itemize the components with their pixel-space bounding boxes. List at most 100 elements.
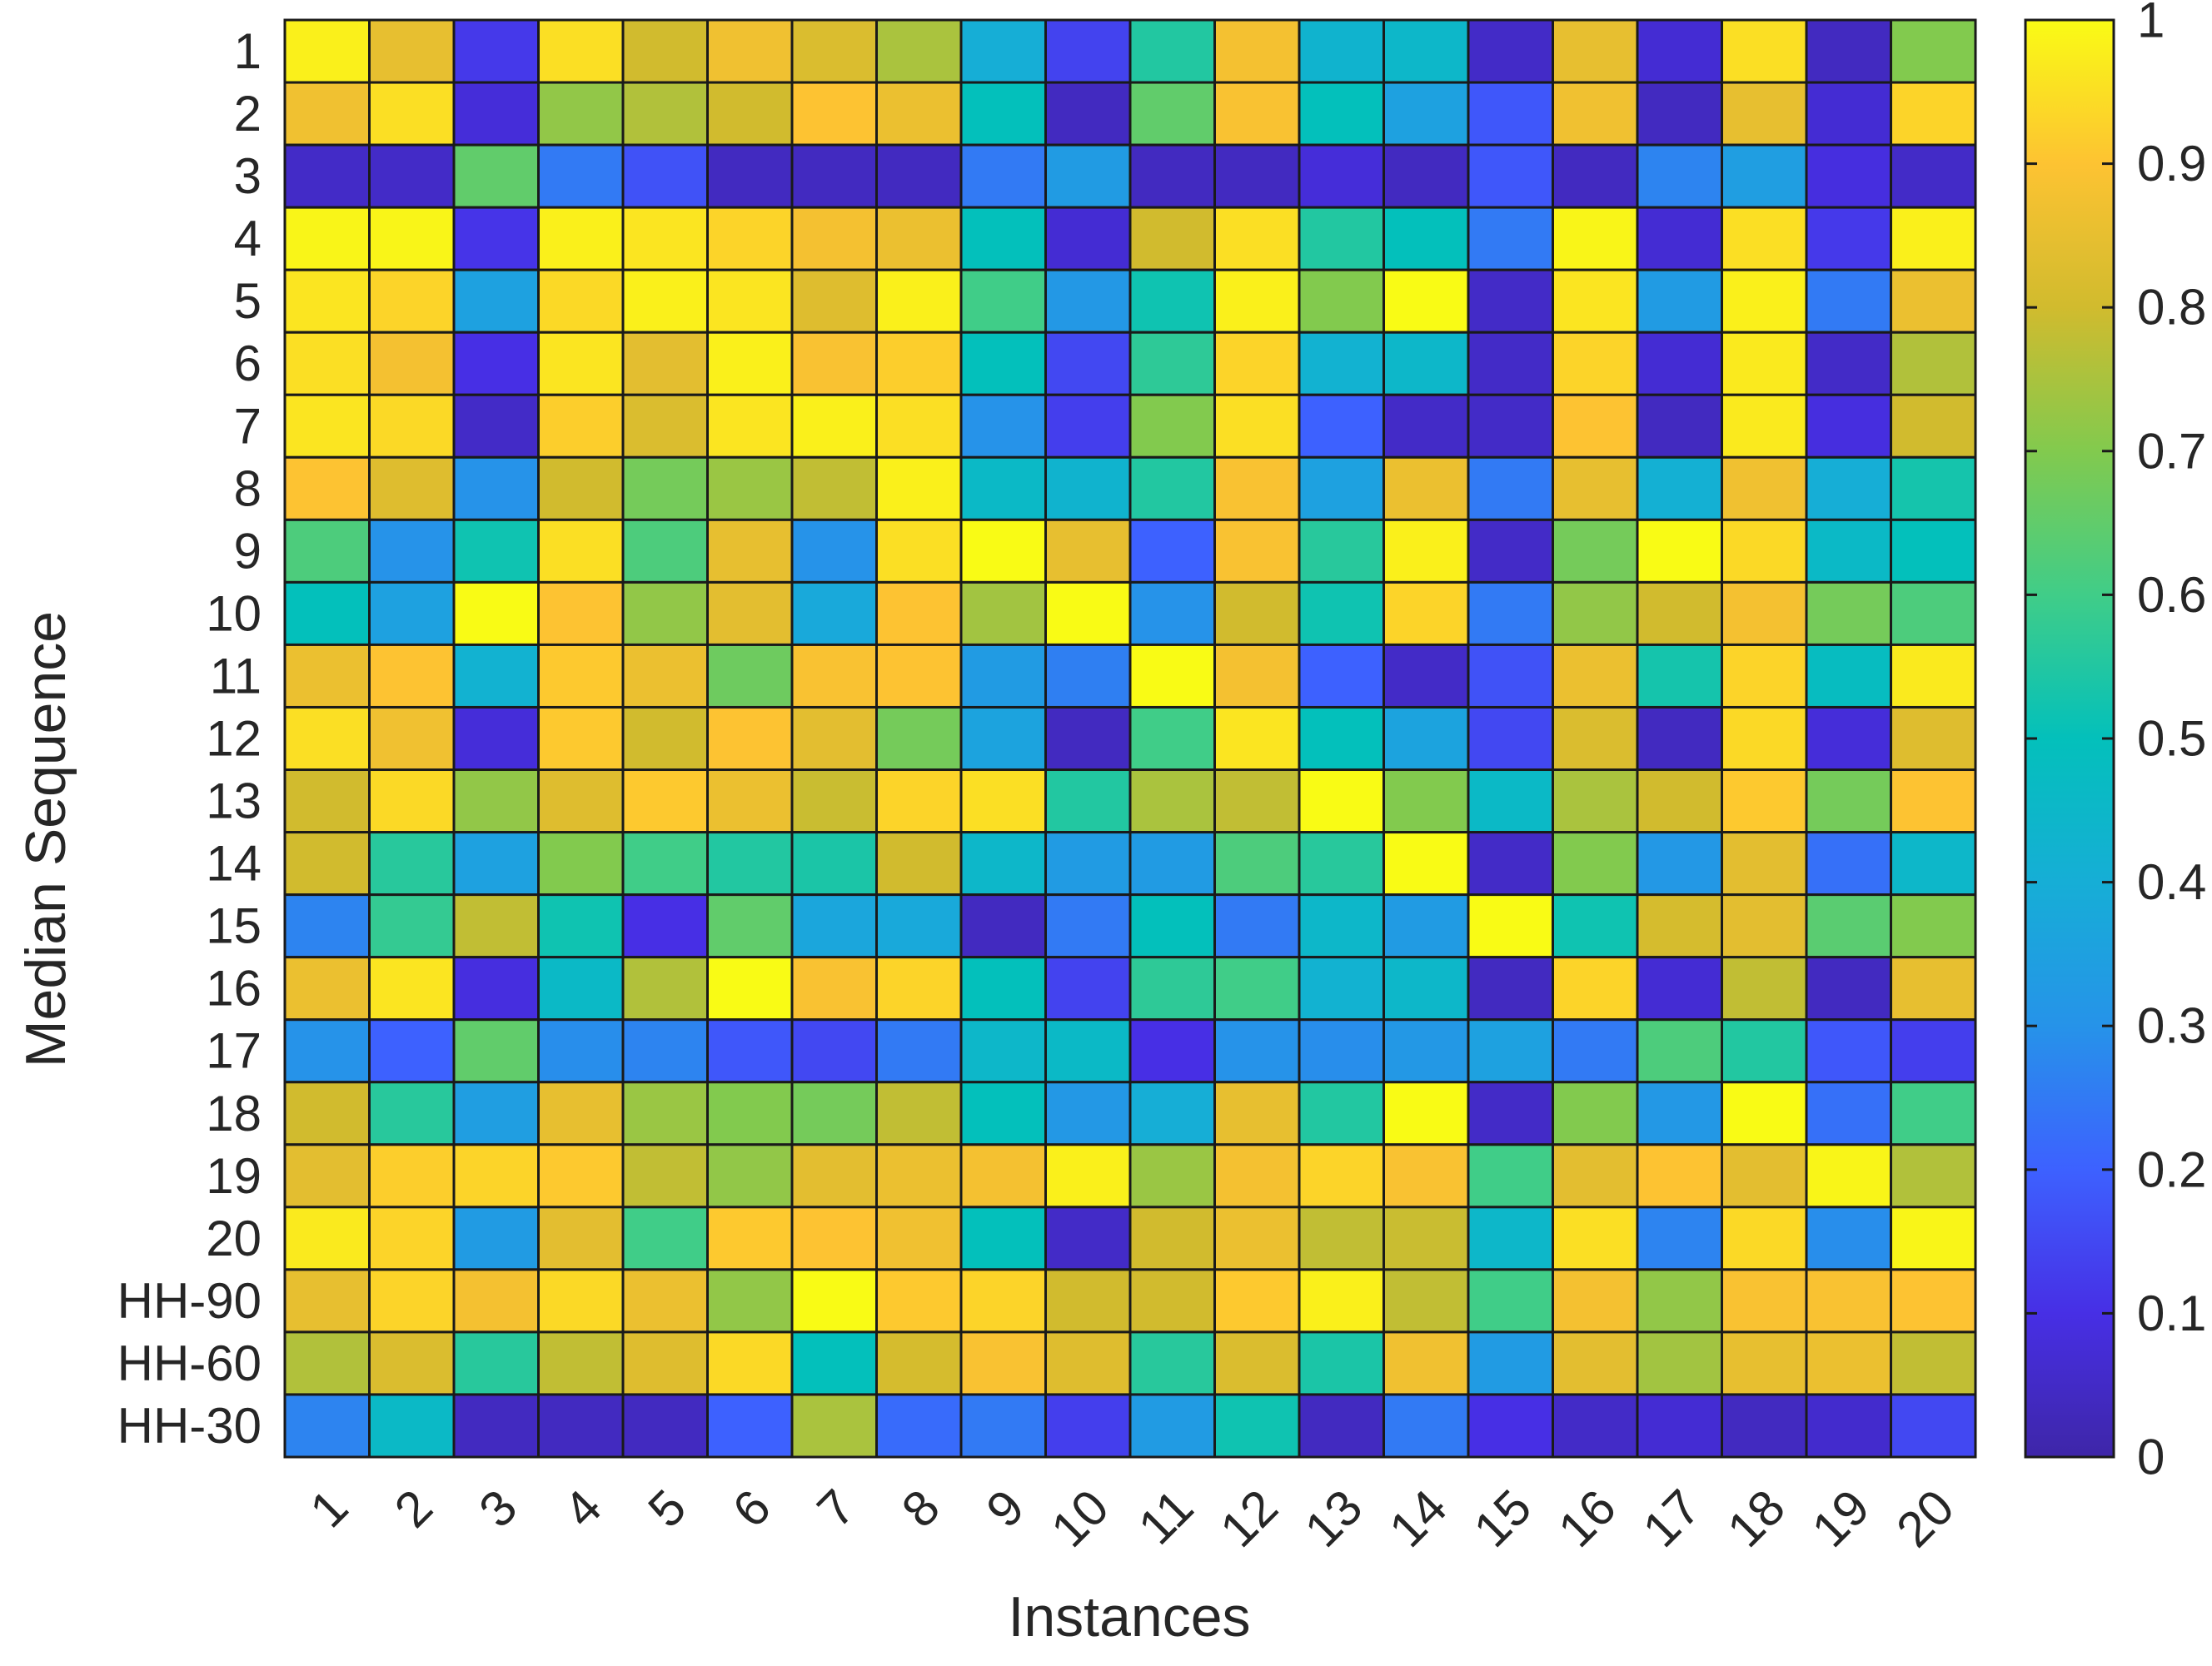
heatmap-cell [452, 206, 540, 271]
heatmap-cell [1298, 831, 1385, 897]
heatmap-cell [1805, 1393, 1892, 1459]
heatmap-cell [283, 518, 371, 584]
heatmap-cell [621, 1268, 709, 1334]
heatmap-cell [368, 705, 456, 772]
heatmap-cell [1890, 206, 1977, 271]
heatmap-cell [283, 393, 371, 459]
x-tick-label: 14 [1378, 1479, 1457, 1558]
heatmap-cell [368, 1206, 456, 1271]
heatmap-cell [1128, 331, 1216, 396]
x-tick-label: 5 [637, 1479, 696, 1538]
heatmap-cell [452, 580, 540, 646]
heatmap-cell [621, 18, 709, 84]
x-tick-label: 20 [1886, 1479, 1965, 1558]
heatmap-cell [875, 1393, 963, 1459]
heatmap-cell [1636, 893, 1723, 959]
heatmap-cell [1890, 643, 1977, 709]
heatmap-cell [1382, 580, 1470, 646]
heatmap-cell [959, 393, 1047, 459]
heatmap-cell [1128, 518, 1216, 584]
heatmap-cell [1467, 1206, 1554, 1271]
heatmap-cell [706, 206, 794, 271]
heatmap-cell [1890, 956, 1977, 1022]
heatmap-cell [368, 455, 456, 521]
heatmap-cell [1382, 331, 1470, 396]
heatmap-cell [875, 206, 963, 271]
heatmap-cell [537, 1018, 625, 1084]
heatmap-cell [283, 1143, 371, 1209]
heatmap-cell [1213, 1206, 1301, 1271]
heatmap-cell [1213, 268, 1301, 334]
heatmap-cell [1298, 1143, 1385, 1209]
heatmap-cell [1636, 1018, 1723, 1084]
heatmap-cell [1636, 518, 1723, 584]
heatmap-cell [875, 1206, 963, 1271]
heatmap-cell [537, 643, 625, 709]
heatmap-cell [537, 893, 625, 959]
heatmap-cell [1213, 1143, 1301, 1209]
heatmap-cell [1382, 206, 1470, 271]
heatmap-cell [1382, 81, 1470, 147]
heatmap-cell [368, 956, 456, 1022]
heatmap-cell [1467, 705, 1554, 772]
heatmap-cell [1128, 143, 1216, 209]
colorbar-tick-label: 0.1 [2137, 1286, 2206, 1341]
heatmap-cell [1213, 1268, 1301, 1334]
heatmap-cell [1721, 331, 1808, 396]
heatmap-cell [790, 768, 878, 834]
heatmap-cell [1298, 1268, 1385, 1334]
heatmap-cell [1805, 643, 1892, 709]
heatmap-cell [959, 1393, 1047, 1459]
heatmap-cell [1890, 1330, 1977, 1396]
heatmap-cell [1298, 768, 1385, 834]
heatmap-cell [283, 956, 371, 1022]
heatmap-cell [621, 331, 709, 396]
heatmap-cell [452, 1206, 540, 1271]
heatmap-cell [621, 1143, 709, 1209]
heatmap-cell [452, 18, 540, 84]
heatmap-cell [1552, 1268, 1639, 1334]
heatmap-cell [1721, 268, 1808, 334]
heatmap-cell [1298, 1330, 1385, 1396]
heatmap-cell [790, 1143, 878, 1209]
colorbar-tick-label: 0.2 [2137, 1141, 2206, 1197]
heatmap-cell [1805, 81, 1892, 147]
heatmap-cell [875, 831, 963, 897]
heatmap-cell [1721, 705, 1808, 772]
plot-frame [283, 18, 1977, 1459]
heatmap-cell [1044, 893, 1132, 959]
heatmap-cell [1298, 18, 1385, 84]
y-tick-label: 13 [206, 773, 262, 829]
heatmap-cell [1382, 768, 1470, 834]
heatmap-cell [875, 268, 963, 334]
heatmap-cell [1636, 143, 1723, 209]
heatmap-cell [1890, 455, 1977, 521]
heatmap-cell [368, 268, 456, 334]
heatmap-cell [1467, 1018, 1554, 1084]
heatmap-cell [959, 705, 1047, 772]
heatmap-cell [452, 705, 540, 772]
heatmap-cell [1636, 393, 1723, 459]
heatmap-cell [1382, 268, 1470, 334]
heatmap-cell [1721, 1393, 1808, 1459]
heatmap-cell [452, 831, 540, 897]
heatmap-cell [1298, 1393, 1385, 1459]
heatmap-cell [706, 893, 794, 959]
heatmap-cell [283, 893, 371, 959]
heatmap-cell [283, 1018, 371, 1084]
heatmap-cell [1636, 1143, 1723, 1209]
heatmap-cell [1298, 956, 1385, 1022]
heatmap-cell [1044, 768, 1132, 834]
heatmap-cell [1805, 393, 1892, 459]
heatmap-cell [621, 393, 709, 459]
heatmap-cell [1213, 580, 1301, 646]
heatmap-cell [1636, 768, 1723, 834]
heatmap-cell [959, 206, 1047, 271]
heatmap-cell [1467, 206, 1554, 271]
heatmap-cell [706, 1206, 794, 1271]
heatmap-cell [452, 143, 540, 209]
heatmap-cell [1044, 268, 1132, 334]
heatmap-cell [1044, 18, 1132, 84]
heatmap-cell [1128, 206, 1216, 271]
